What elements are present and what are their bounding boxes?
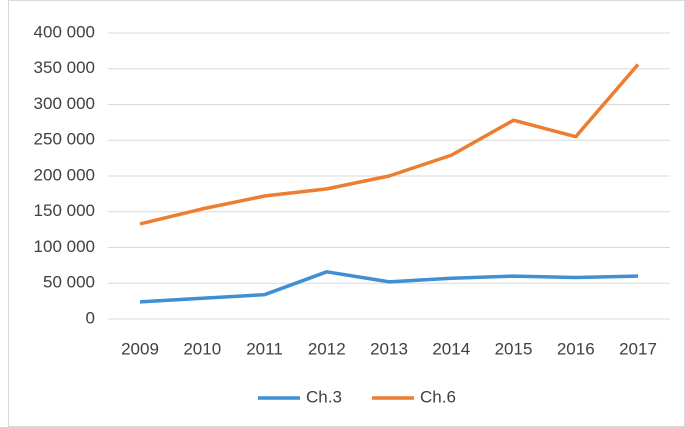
x-tick-label: 2016 bbox=[557, 339, 595, 358]
x-tick-label: 2017 bbox=[619, 339, 657, 358]
legend-label: Ch.6 bbox=[420, 387, 456, 406]
y-tick-label: 150 000 bbox=[34, 201, 95, 220]
x-tick-label: 2010 bbox=[183, 339, 221, 358]
y-tick-label: 0 bbox=[86, 308, 95, 327]
legend-label: Ch.3 bbox=[306, 387, 342, 406]
y-tick-label: 300 000 bbox=[34, 94, 95, 113]
x-tick-label: 2011 bbox=[246, 339, 283, 358]
y-tick-label: 400 000 bbox=[34, 22, 95, 41]
y-tick-label: 200 000 bbox=[34, 165, 95, 184]
x-tick-label: 2014 bbox=[432, 339, 470, 358]
y-tick-label: 50 000 bbox=[43, 273, 95, 292]
series-line bbox=[139, 270, 639, 304]
y-tick-label: 250 000 bbox=[34, 130, 95, 149]
x-tick-label: 2009 bbox=[121, 339, 159, 358]
chart-frame bbox=[8, 0, 685, 427]
x-tick-label: 2013 bbox=[370, 339, 408, 358]
x-tick-label: 2015 bbox=[495, 339, 533, 358]
series-line bbox=[139, 63, 640, 226]
x-tick-label: 2012 bbox=[308, 339, 346, 358]
y-tick-label: 350 000 bbox=[34, 58, 95, 77]
y-tick-label: 100 000 bbox=[34, 237, 95, 256]
